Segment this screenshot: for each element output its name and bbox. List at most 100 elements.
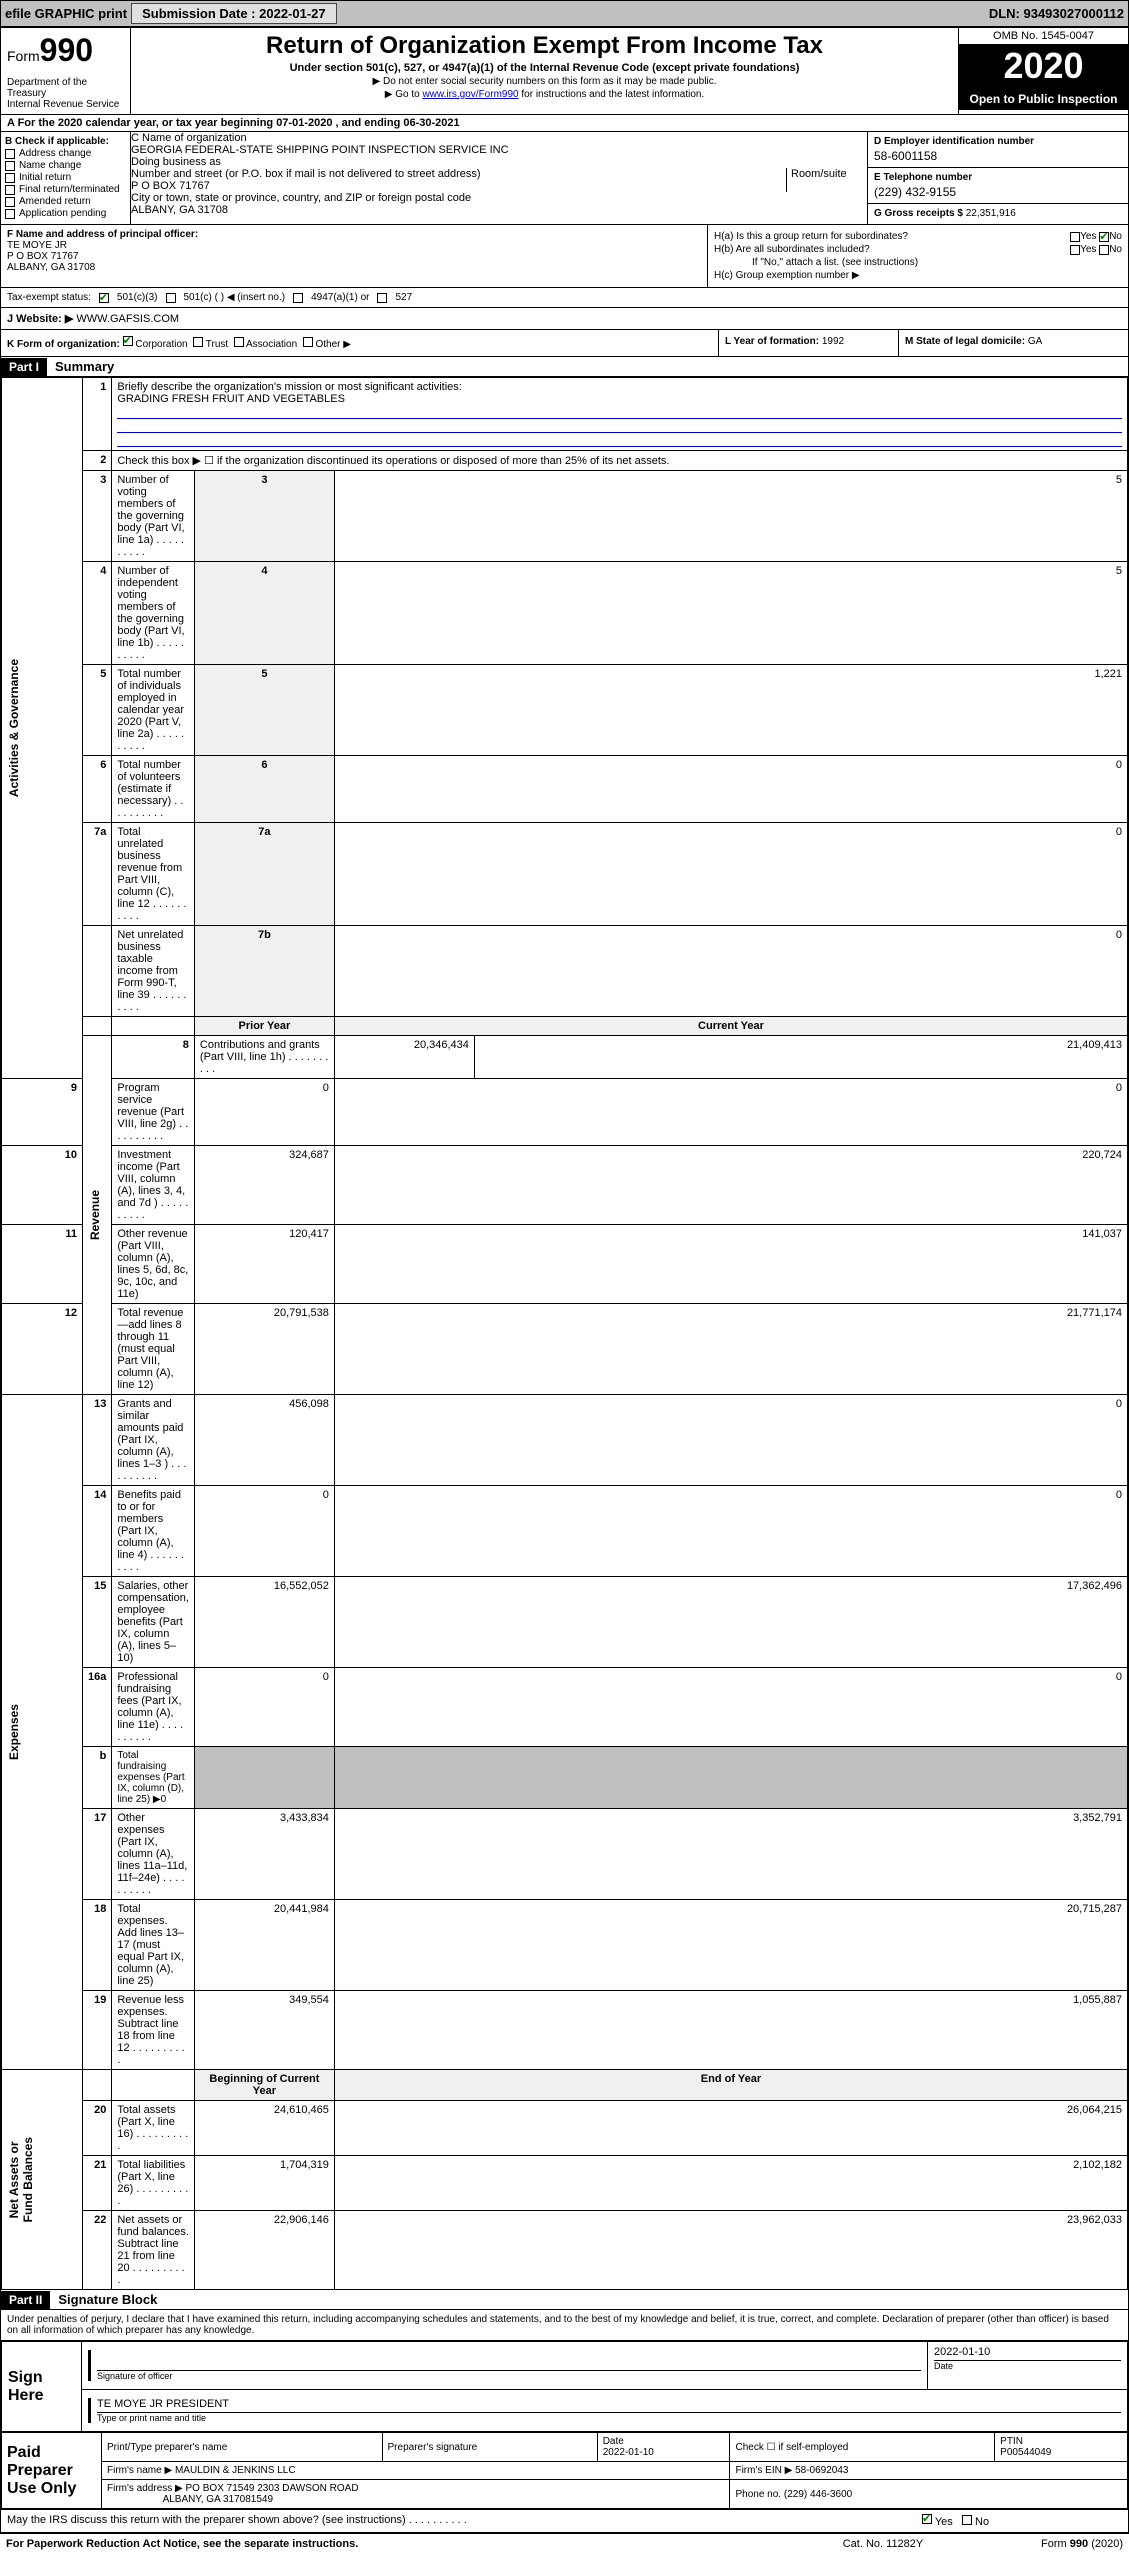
city-label: City or town, state or province, country… bbox=[131, 192, 867, 204]
form990-link[interactable]: www.irs.gov/Form990 bbox=[422, 89, 518, 100]
header-mid: Return of Organization Exempt From Incom… bbox=[131, 28, 958, 114]
section-f: F Name and address of principal officer:… bbox=[1, 225, 708, 287]
checkbox-icon[interactable] bbox=[922, 2514, 932, 2524]
dba-label: Doing business as bbox=[131, 156, 867, 168]
checkbox-icon bbox=[5, 185, 15, 195]
firm-city: ALBANY, GA 317081549 bbox=[163, 2494, 273, 2505]
checkbox-icon[interactable] bbox=[234, 337, 244, 347]
chk-application-pending[interactable]: Application pending bbox=[5, 208, 126, 219]
part2-header: Part II Signature Block bbox=[1, 2290, 1128, 2310]
checkbox-icon[interactable] bbox=[1070, 232, 1080, 242]
sign-here-label: Sign Here bbox=[2, 2342, 82, 2432]
department: Department of the Treasury Internal Reve… bbox=[7, 77, 124, 110]
checkbox-icon[interactable] bbox=[166, 293, 176, 303]
section-deg: D Employer identification number 58-6001… bbox=[868, 132, 1128, 224]
cat-no: Cat. No. 11282Y bbox=[803, 2538, 963, 2550]
firm-addr: PO BOX 71549 2303 DAWSON ROAD bbox=[186, 2483, 359, 2494]
chk-initial-return[interactable]: Initial return bbox=[5, 172, 126, 183]
checkbox-icon bbox=[5, 197, 15, 207]
section-e: E Telephone number (229) 432-9155 bbox=[868, 168, 1128, 204]
side-expenses: Expenses bbox=[2, 1395, 83, 2070]
tax-exempt-row: Tax-exempt status: 501(c)(3) 501(c) ( ) … bbox=[1, 288, 1128, 308]
val-5: 1,221 bbox=[334, 665, 1127, 756]
section-b-header: B Check if applicable: bbox=[5, 136, 126, 147]
omb-number: OMB No. 1545-0047 bbox=[959, 28, 1128, 45]
val-6: 0 bbox=[334, 756, 1127, 823]
form-note-1: ▶ Do not enter social security numbers o… bbox=[135, 76, 954, 87]
checkbox-icon bbox=[5, 209, 15, 219]
firm-ein: 58-0692043 bbox=[795, 2465, 848, 2476]
chk-address-change[interactable]: Address change bbox=[5, 148, 126, 159]
sig-date: 2022-01-10 bbox=[934, 2346, 990, 2358]
officer-printed-name: TE MOYE JR PRESIDENT bbox=[97, 2398, 229, 2410]
checkbox-icon[interactable] bbox=[193, 337, 203, 347]
chk-name-change[interactable]: Name change bbox=[5, 160, 126, 171]
submission-date-button[interactable]: Submission Date : 2022-01-27 bbox=[131, 3, 337, 24]
page-footer: For Paperwork Reduction Act Notice, see … bbox=[0, 2534, 1129, 2554]
declaration: Under penalties of perjury, I declare th… bbox=[1, 2310, 1128, 2341]
website-row: J Website: ▶ WWW.GAFSIS.COM bbox=[1, 308, 1128, 330]
street-label: Number and street (or P.O. box if mail i… bbox=[131, 168, 782, 180]
section-h: H(a) Is this a group return for subordin… bbox=[708, 225, 1128, 287]
checkbox-icon[interactable] bbox=[377, 293, 387, 303]
mission: GRADING FRESH FRUIT AND VEGETABLES bbox=[117, 393, 345, 405]
summary-table: Activities & Governance 1 Briefly descri… bbox=[1, 377, 1128, 2290]
state-domicile: GA bbox=[1028, 336, 1042, 347]
officer-addr1: P O BOX 71767 bbox=[7, 251, 79, 262]
checkbox-icon bbox=[5, 161, 15, 171]
row-a: A For the 2020 calendar year, or tax yea… bbox=[1, 115, 1128, 132]
checkbox-icon[interactable] bbox=[1099, 232, 1109, 242]
side-revenue: Revenue bbox=[83, 1036, 112, 1395]
officer-addr2: ALBANY, GA 31708 bbox=[7, 262, 95, 273]
form-note-2: ▶ Go to www.irs.gov/Form990 for instruct… bbox=[135, 89, 954, 100]
section-c: C Name of organization GEORGIA FEDERAL-S… bbox=[131, 132, 868, 224]
efile-label[interactable]: efile GRAPHIC print bbox=[5, 6, 127, 21]
preparer-date: 2022-01-10 bbox=[603, 2447, 654, 2458]
room-label: Room/suite bbox=[791, 168, 867, 180]
paid-preparer-table: Paid Preparer Use Only Print/Type prepar… bbox=[1, 2432, 1128, 2509]
form-ref: Form 990 (2020) bbox=[963, 2538, 1123, 2550]
gross-receipts: 22,351,916 bbox=[966, 208, 1016, 219]
form-subtitle: Under section 501(c), 527, or 4947(a)(1)… bbox=[135, 62, 954, 74]
dln: DLN: 93493027000112 bbox=[989, 6, 1124, 21]
checkbox-icon[interactable] bbox=[1070, 245, 1080, 255]
firm-phone: (229) 446-3600 bbox=[784, 2489, 852, 2500]
checkbox-icon[interactable] bbox=[123, 336, 133, 346]
meta-section: B Check if applicable: Address change Na… bbox=[1, 132, 1128, 225]
header-left: Form990 Department of the Treasury Inter… bbox=[1, 28, 131, 114]
irs-discuss-row: May the IRS discuss this return with the… bbox=[1, 2509, 1128, 2533]
officer-name: TE MOYE JR bbox=[7, 240, 67, 251]
city-value: ALBANY, GA 31708 bbox=[131, 204, 867, 216]
firm-name: MAULDIN & JENKINS LLC bbox=[175, 2465, 296, 2476]
val-7a: 0 bbox=[334, 823, 1127, 926]
checkbox-icon bbox=[5, 149, 15, 159]
checkbox-icon[interactable] bbox=[293, 293, 303, 303]
section-g: G Gross receipts $ 22,351,916 bbox=[868, 204, 1128, 223]
chk-final-return[interactable]: Final return/terminated bbox=[5, 184, 126, 195]
val-3: 5 bbox=[334, 471, 1127, 562]
checkbox-icon[interactable] bbox=[303, 337, 313, 347]
telephone: (229) 432-9155 bbox=[874, 185, 1122, 199]
chk-amended-return[interactable]: Amended return bbox=[5, 196, 126, 207]
street-value: P O BOX 71767 bbox=[131, 180, 782, 192]
part1-header: Part I Summary bbox=[1, 357, 1128, 377]
checkbox-icon[interactable] bbox=[99, 293, 109, 303]
val-4: 5 bbox=[334, 562, 1127, 665]
val-7b: 0 bbox=[334, 926, 1127, 1017]
website-value: WWW.GAFSIS.COM bbox=[76, 313, 179, 325]
checkbox-icon bbox=[5, 173, 15, 183]
side-activities: Activities & Governance bbox=[2, 378, 83, 1079]
section-d: D Employer identification number 58-6001… bbox=[868, 132, 1128, 168]
top-bar: efile GRAPHIC print Submission Date : 20… bbox=[0, 0, 1129, 27]
side-netassets: Net Assets or Fund Balances bbox=[2, 2070, 83, 2290]
year-formation: 1992 bbox=[822, 336, 844, 347]
header-right: OMB No. 1545-0047 2020 Open to Public In… bbox=[958, 28, 1128, 114]
form-header: Form990 Department of the Treasury Inter… bbox=[1, 28, 1128, 115]
ptin: P00544049 bbox=[1000, 2447, 1051, 2458]
form-title: Return of Organization Exempt From Incom… bbox=[135, 32, 954, 60]
checkbox-icon[interactable] bbox=[962, 2515, 972, 2525]
klm-row: K Form of organization: Corporation Trus… bbox=[1, 330, 1128, 357]
form-990: Form990 Department of the Treasury Inter… bbox=[0, 27, 1129, 2534]
form-number: Form990 bbox=[7, 32, 124, 69]
checkbox-icon[interactable] bbox=[1099, 245, 1109, 255]
